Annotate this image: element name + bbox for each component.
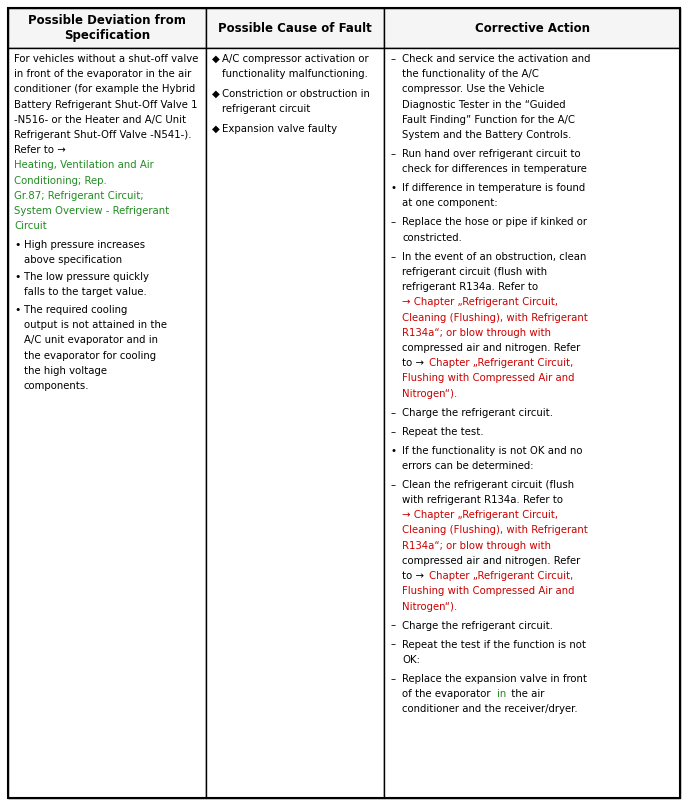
Text: Charge the refrigerant circuit.: Charge the refrigerant circuit.: [402, 408, 553, 418]
Text: to →: to →: [402, 571, 427, 581]
Text: constricted.: constricted.: [402, 233, 462, 243]
Text: Gr.87; Refrigerant Circuit;: Gr.87; Refrigerant Circuit;: [14, 191, 144, 201]
Text: Cleaning (Flushing), with Refrigerant: Cleaning (Flushing), with Refrigerant: [402, 526, 588, 535]
Text: In the event of an obstruction, clean: In the event of an obstruction, clean: [402, 251, 587, 262]
Text: compressor. Use the Vehicle: compressor. Use the Vehicle: [402, 85, 545, 94]
Text: –: –: [390, 218, 396, 227]
Text: to →: to →: [402, 358, 427, 368]
Text: If difference in temperature is found: If difference in temperature is found: [402, 183, 585, 193]
Text: –: –: [390, 426, 396, 437]
Text: Constriction or obstruction in: Constriction or obstruction in: [222, 89, 370, 99]
Text: Nitrogen“).: Nitrogen“).: [402, 601, 458, 612]
Text: falls to the target value.: falls to the target value.: [24, 288, 147, 297]
Text: refrigerant circuit (flush with: refrigerant circuit (flush with: [402, 267, 548, 277]
Text: Check and service the activation and: Check and service the activation and: [402, 54, 591, 64]
Text: A/C unit evaporator and in: A/C unit evaporator and in: [24, 335, 158, 345]
Text: refrigerant circuit: refrigerant circuit: [222, 104, 310, 114]
Text: Flushing with Compressed Air and: Flushing with Compressed Air and: [402, 586, 574, 596]
Bar: [206, 48, 385, 798]
Text: ◆: ◆: [212, 124, 220, 134]
Text: Possible Cause of Fault: Possible Cause of Fault: [218, 22, 372, 35]
Text: the functionality of the A/C: the functionality of the A/C: [402, 69, 539, 79]
Text: Refer to →: Refer to →: [14, 145, 66, 156]
Text: functionality malfunctioning.: functionality malfunctioning.: [222, 69, 368, 79]
Text: Replace the expansion valve in front: Replace the expansion valve in front: [402, 674, 588, 683]
Text: Flushing with Compressed Air and: Flushing with Compressed Air and: [402, 373, 574, 384]
Text: Conditioning; Rep.: Conditioning; Rep.: [14, 176, 107, 185]
Text: –: –: [390, 621, 396, 630]
Text: System Overview - Refrigerant: System Overview - Refrigerant: [14, 206, 169, 216]
Text: –: –: [390, 480, 396, 490]
Text: •: •: [390, 446, 396, 455]
Text: of the evaporator: of the evaporator: [402, 689, 494, 699]
Text: R134a“; or blow through with: R134a“; or blow through with: [402, 328, 551, 338]
Text: –: –: [390, 54, 396, 64]
Text: ◆: ◆: [212, 54, 220, 64]
Text: A/C compressor activation or: A/C compressor activation or: [222, 54, 369, 64]
Text: Charge the refrigerant circuit.: Charge the refrigerant circuit.: [402, 621, 553, 630]
Text: conditioner and the receiver/dryer.: conditioner and the receiver/dryer.: [402, 704, 578, 714]
Text: R134a“; or blow through with: R134a“; or blow through with: [402, 541, 551, 550]
Text: in: in: [497, 689, 506, 699]
Text: For vehicles without a shut-off valve: For vehicles without a shut-off valve: [14, 54, 198, 64]
Text: Nitrogen“).: Nitrogen“).: [402, 388, 458, 399]
Bar: [8, 48, 206, 798]
Text: Expansion valve faulty: Expansion valve faulty: [222, 124, 337, 134]
Text: output is not attained in the: output is not attained in the: [24, 320, 167, 330]
Text: –: –: [390, 408, 396, 418]
Text: ◆: ◆: [212, 89, 220, 99]
Text: at one component:: at one component:: [402, 198, 498, 209]
Text: –: –: [390, 149, 396, 159]
Text: compressed air and nitrogen. Refer: compressed air and nitrogen. Refer: [402, 556, 581, 566]
Text: The low pressure quickly: The low pressure quickly: [24, 272, 149, 282]
Text: OK:: OK:: [402, 654, 420, 665]
Text: Run hand over refrigerant circuit to: Run hand over refrigerant circuit to: [402, 149, 581, 159]
Text: Cleaning (Flushing), with Refrigerant: Cleaning (Flushing), with Refrigerant: [402, 313, 588, 322]
Text: •: •: [14, 305, 21, 315]
Text: •: •: [390, 183, 396, 193]
Text: Chapter „Refrigerant Circuit,: Chapter „Refrigerant Circuit,: [429, 571, 573, 581]
Text: Possible Deviation from
Specification: Possible Deviation from Specification: [28, 14, 186, 43]
Text: Battery Refrigerant Shut-Off Valve 1: Battery Refrigerant Shut-Off Valve 1: [14, 100, 197, 110]
Bar: [385, 48, 680, 798]
Text: refrigerant R134a. Refer to: refrigerant R134a. Refer to: [402, 282, 539, 292]
Text: Circuit: Circuit: [14, 222, 47, 231]
Text: –: –: [390, 251, 396, 262]
Text: compressed air and nitrogen. Refer: compressed air and nitrogen. Refer: [402, 343, 581, 353]
Text: -N516- or the Heater and A/C Unit: -N516- or the Heater and A/C Unit: [14, 114, 186, 125]
Text: components.: components.: [24, 381, 89, 391]
Text: the evaporator for cooling: the evaporator for cooling: [24, 351, 156, 360]
Text: with refrigerant R134a. Refer to: with refrigerant R134a. Refer to: [402, 495, 563, 505]
Text: Repeat the test if the function is not: Repeat the test if the function is not: [402, 639, 586, 650]
Bar: [206, 8, 385, 48]
Bar: [8, 8, 206, 48]
Text: •: •: [14, 239, 21, 250]
Text: Replace the hose or pipe if kinked or: Replace the hose or pipe if kinked or: [402, 218, 588, 227]
Text: above specification: above specification: [24, 255, 122, 264]
Text: If the functionality is not OK and no: If the functionality is not OK and no: [402, 446, 583, 455]
Bar: [385, 8, 680, 48]
Text: → Chapter „Refrigerant Circuit,: → Chapter „Refrigerant Circuit,: [402, 297, 559, 307]
Text: –: –: [390, 674, 396, 683]
Text: conditioner (for example the Hybrid: conditioner (for example the Hybrid: [14, 85, 195, 94]
Text: High pressure increases: High pressure increases: [24, 239, 145, 250]
Text: the high voltage: the high voltage: [24, 366, 107, 376]
Text: Fault Finding” Function for the A/C: Fault Finding” Function for the A/C: [402, 114, 575, 125]
Text: –: –: [390, 639, 396, 650]
Text: System and the Battery Controls.: System and the Battery Controls.: [402, 130, 572, 140]
Text: Heating, Ventilation and Air: Heating, Ventilation and Air: [14, 160, 153, 170]
Text: Refrigerant Shut-Off Valve -N541-).: Refrigerant Shut-Off Valve -N541-).: [14, 130, 191, 140]
Text: errors can be determined:: errors can be determined:: [402, 461, 534, 471]
Text: Clean the refrigerant circuit (flush: Clean the refrigerant circuit (flush: [402, 480, 574, 490]
Text: the air: the air: [508, 689, 544, 699]
Text: → Chapter „Refrigerant Circuit,: → Chapter „Refrigerant Circuit,: [402, 510, 559, 520]
Text: Chapter „Refrigerant Circuit,: Chapter „Refrigerant Circuit,: [429, 358, 573, 368]
Text: Corrective Action: Corrective Action: [475, 22, 590, 35]
Text: Repeat the test.: Repeat the test.: [402, 426, 484, 437]
Text: The required cooling: The required cooling: [24, 305, 127, 315]
Text: •: •: [14, 272, 21, 282]
Text: in front of the evaporator in the air: in front of the evaporator in the air: [14, 69, 191, 79]
Text: Diagnostic Tester in the “Guided: Diagnostic Tester in the “Guided: [402, 100, 566, 110]
Text: check for differences in temperature: check for differences in temperature: [402, 164, 587, 174]
